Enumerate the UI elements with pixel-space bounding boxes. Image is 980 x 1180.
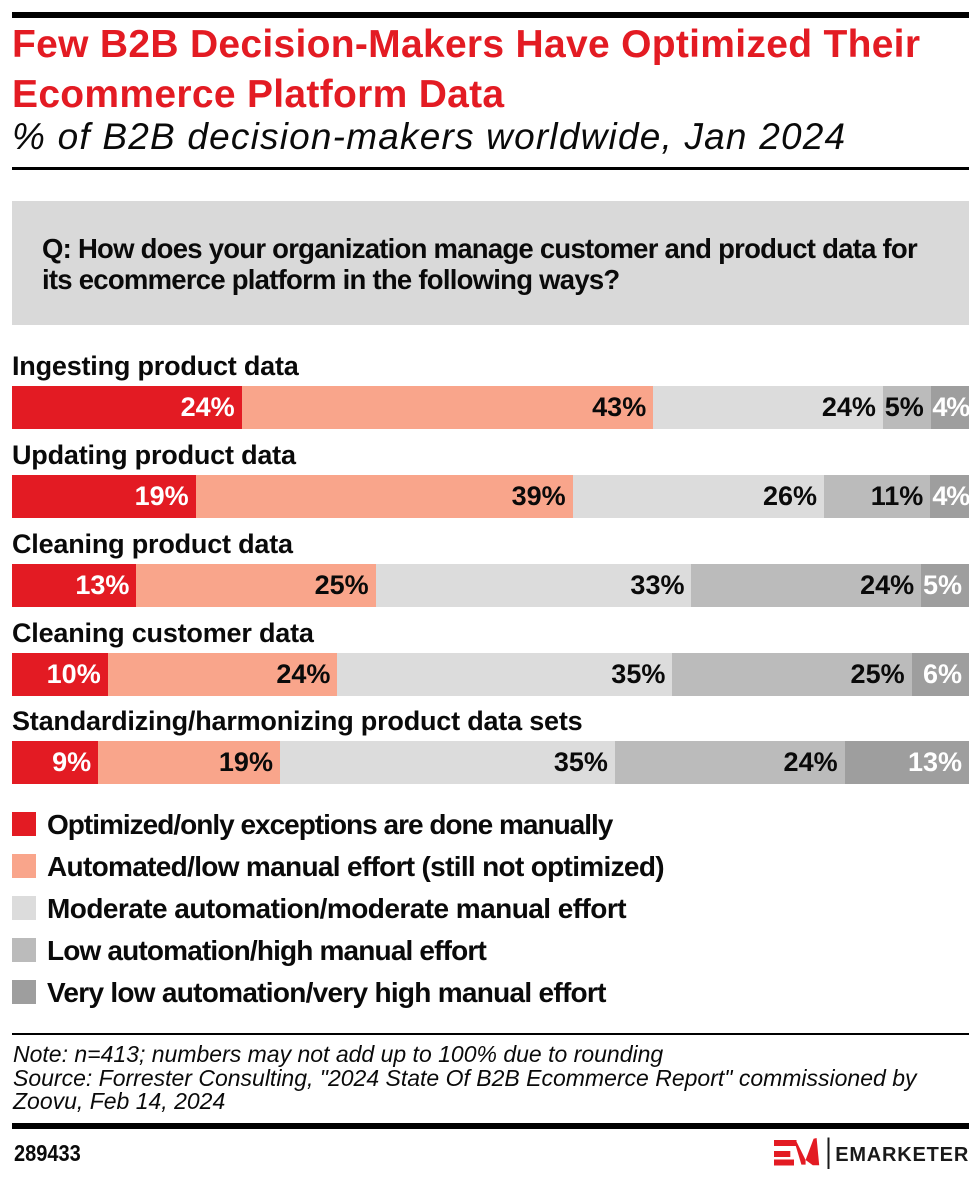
svg-text:EMARKETER: EMARKETER [835, 1144, 969, 1166]
